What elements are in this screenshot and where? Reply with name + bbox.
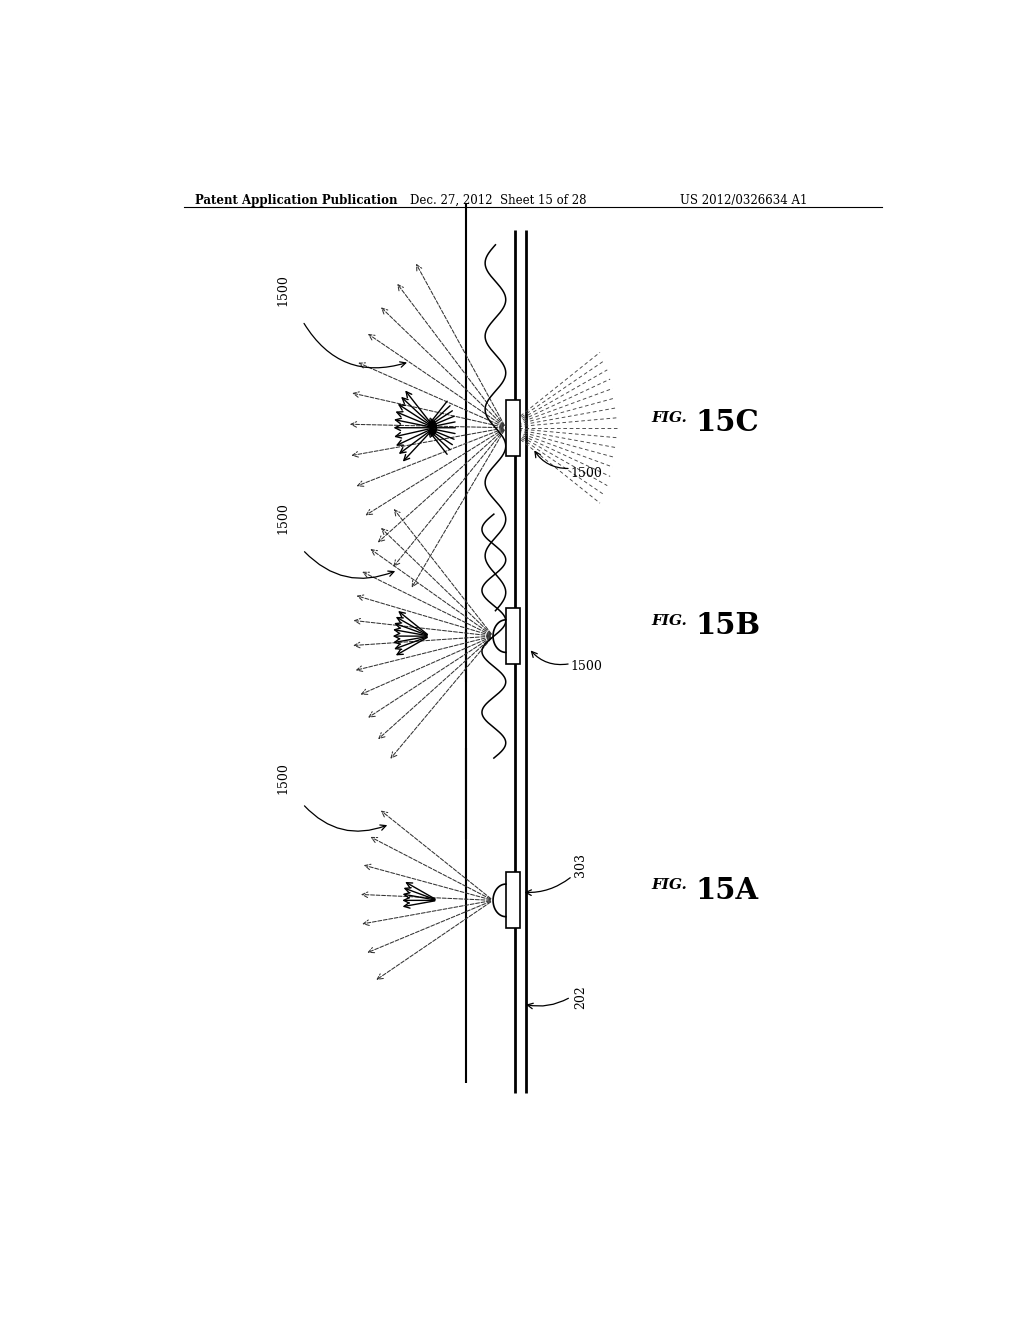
Text: 303: 303 — [574, 853, 587, 876]
Text: 1500: 1500 — [570, 660, 603, 673]
Text: US 2012/0326634 A1: US 2012/0326634 A1 — [680, 194, 807, 207]
Text: Patent Application Publication: Patent Application Publication — [196, 194, 398, 207]
Text: 202: 202 — [574, 985, 587, 1008]
Bar — [506, 400, 520, 455]
Text: 15A: 15A — [695, 875, 759, 904]
Text: 1500: 1500 — [570, 467, 603, 480]
Text: 1500: 1500 — [276, 275, 289, 306]
Text: Dec. 27, 2012  Sheet 15 of 28: Dec. 27, 2012 Sheet 15 of 28 — [410, 194, 586, 207]
Bar — [506, 873, 520, 928]
Bar — [506, 609, 520, 664]
Text: 1500: 1500 — [276, 503, 289, 535]
Text: FIG.: FIG. — [652, 878, 687, 892]
Text: 15C: 15C — [695, 408, 759, 437]
Text: 15B: 15B — [695, 611, 761, 640]
Text: FIG.: FIG. — [652, 614, 687, 628]
Text: 1500: 1500 — [276, 762, 289, 793]
Text: FIG.: FIG. — [652, 411, 687, 425]
